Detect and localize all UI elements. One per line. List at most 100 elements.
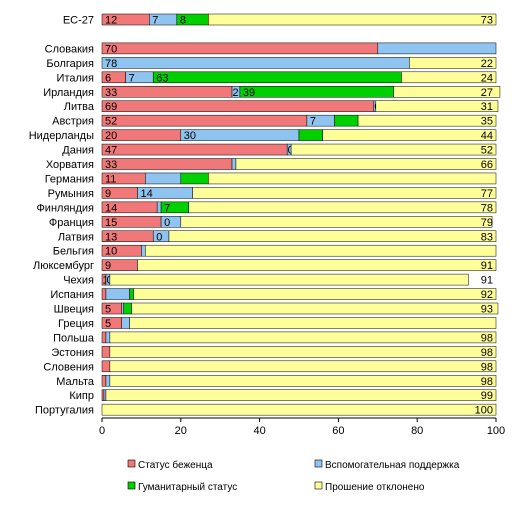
category-label: Швеция bbox=[54, 304, 94, 316]
data-label: 92 bbox=[481, 289, 493, 301]
legend-swatch bbox=[127, 481, 136, 490]
data-label: 100 bbox=[475, 405, 493, 417]
bar-segment bbox=[393, 86, 501, 98]
data-label: 2 bbox=[233, 87, 239, 99]
data-label: 12 bbox=[105, 15, 117, 27]
data-label: 91 bbox=[481, 260, 493, 272]
bar-segment bbox=[168, 230, 497, 242]
data-label: 5 bbox=[105, 318, 111, 330]
legend-swatch bbox=[127, 459, 136, 468]
category-label: Польша bbox=[53, 332, 95, 344]
x-tick-label: 40 bbox=[253, 425, 265, 437]
bar-segment bbox=[129, 317, 497, 329]
data-label: 1 bbox=[103, 275, 109, 287]
bar-segment bbox=[180, 216, 493, 228]
data-label: 30 bbox=[184, 130, 196, 142]
x-tick-label: 60 bbox=[332, 425, 344, 437]
bar-segment bbox=[123, 302, 132, 315]
bar-segment bbox=[121, 317, 130, 329]
category-label: Ирландия bbox=[43, 87, 94, 99]
bar-segment bbox=[101, 143, 288, 156]
bar-segment bbox=[409, 57, 497, 69]
x-tick-label: 0 bbox=[99, 425, 105, 437]
category-label: Испания bbox=[50, 289, 94, 301]
bar-segment bbox=[121, 302, 124, 315]
category-label: Болгария bbox=[46, 58, 94, 70]
category-label: Румыния bbox=[48, 188, 94, 200]
bar-segment bbox=[105, 389, 497, 401]
data-label: 78 bbox=[105, 58, 117, 70]
data-label: 15 bbox=[105, 217, 117, 229]
data-label: 5 bbox=[105, 304, 111, 316]
category-label: Чехия bbox=[63, 275, 94, 287]
data-label: 22 bbox=[481, 58, 493, 70]
bar-segment bbox=[105, 375, 111, 387]
bar-segment bbox=[109, 331, 497, 344]
data-label: 0 bbox=[288, 145, 294, 157]
bar-segment bbox=[137, 259, 497, 271]
data-label: 99 bbox=[481, 390, 493, 402]
data-label: 7 bbox=[152, 15, 158, 27]
data-label: 0 bbox=[106, 275, 112, 287]
bar-segment bbox=[101, 346, 111, 358]
x-tick-label: 80 bbox=[411, 425, 423, 437]
bar-segment bbox=[334, 114, 359, 127]
category-label: Нидерланды bbox=[29, 130, 94, 142]
legend-label: Вспомогательная поддержка bbox=[325, 460, 460, 471]
data-label: 0 bbox=[164, 217, 170, 229]
category-label: Латвия bbox=[58, 231, 94, 243]
bar-segment bbox=[109, 375, 497, 387]
bar-segment bbox=[103, 389, 107, 401]
data-label: 11 bbox=[105, 173, 116, 185]
category-label: Словения bbox=[43, 361, 94, 373]
bar-segment bbox=[322, 129, 497, 141]
bar-segment bbox=[109, 346, 497, 358]
bar-segment bbox=[141, 244, 146, 257]
data-label: 83 bbox=[481, 231, 493, 243]
data-label: 52 bbox=[481, 145, 493, 157]
category-label: Франция bbox=[49, 217, 94, 229]
bar-segment bbox=[101, 403, 497, 416]
data-label: 27 bbox=[481, 87, 493, 99]
legend-swatch bbox=[314, 481, 323, 490]
data-label: 33 bbox=[105, 87, 117, 99]
bar-segment bbox=[239, 86, 394, 98]
bar-segment bbox=[145, 244, 497, 257]
data-label: 73 bbox=[481, 15, 493, 27]
category-label: Дания bbox=[62, 145, 94, 157]
data-label: 91 bbox=[481, 275, 493, 287]
data-label: 47 bbox=[105, 145, 117, 157]
data-label: 66 bbox=[481, 159, 493, 171]
category-label: Кипр bbox=[69, 390, 94, 402]
bar-segment bbox=[152, 71, 402, 84]
bar-segment bbox=[109, 360, 497, 373]
legend-swatch bbox=[314, 459, 323, 468]
category-label: Финляндия bbox=[36, 202, 94, 214]
category-label: Италия bbox=[57, 72, 95, 84]
bars-layer: 1278737007822676324332392769031527352030… bbox=[101, 13, 501, 417]
bar-segment bbox=[101, 57, 410, 69]
bar-segment bbox=[101, 42, 379, 55]
legend: Статус беженца Вспомогательная поддержка Г… bbox=[127, 459, 460, 493]
category-label: Эстония bbox=[51, 347, 94, 359]
bar-segment bbox=[101, 331, 107, 344]
bar-segment bbox=[101, 158, 233, 170]
bar-segment bbox=[156, 201, 162, 214]
bar-segment bbox=[192, 187, 497, 199]
bar-segment bbox=[180, 172, 209, 185]
data-label: 6 bbox=[105, 72, 111, 84]
data-label: 79 bbox=[481, 217, 493, 229]
category-label: Австрия bbox=[52, 116, 94, 128]
bar-segment bbox=[101, 86, 233, 98]
bar-segment bbox=[375, 100, 499, 112]
bar-segment bbox=[129, 288, 134, 300]
category-label: Хорватия bbox=[46, 159, 94, 171]
data-label: 44 bbox=[481, 130, 493, 142]
bar-segment bbox=[208, 172, 497, 185]
data-label: 98 bbox=[481, 361, 493, 373]
data-label: 9 bbox=[105, 260, 111, 272]
x-axis: 0 20 40 60 80 100 bbox=[99, 417, 505, 437]
bar-segment bbox=[208, 13, 497, 26]
bar-segment bbox=[101, 100, 375, 112]
